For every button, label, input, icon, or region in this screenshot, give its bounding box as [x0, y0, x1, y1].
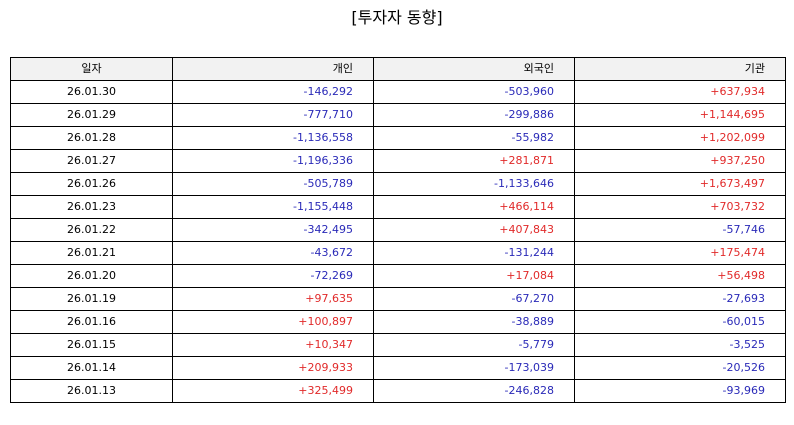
cell-individual: -1,136,558	[172, 126, 374, 150]
page-title: [투자자 동향]	[351, 8, 443, 27]
cell-date: 26.01.30	[10, 80, 173, 104]
cell-foreign: -67,270	[373, 287, 575, 311]
cell-individual: -146,292	[172, 80, 374, 104]
cell-foreign: +281,871	[373, 149, 575, 173]
table-row: 26.01.29 -777,710 -299,886 +1,144,695	[10, 103, 786, 127]
cell-date: 26.01.15	[10, 333, 173, 357]
cell-foreign: -1,133,646	[373, 172, 575, 196]
cell-institution: +175,474	[574, 241, 786, 265]
cell-institution: +1,202,099	[574, 126, 786, 150]
table-row: 26.01.23 -1,155,448 +466,114 +703,732	[10, 195, 786, 219]
cell-foreign: -38,889	[373, 310, 575, 334]
cell-individual: -342,495	[172, 218, 374, 242]
column-header-individual: 개인	[172, 57, 374, 81]
cell-date: 26.01.13	[10, 379, 173, 403]
cell-institution: +637,934	[574, 80, 786, 104]
cell-institution: -60,015	[574, 310, 786, 334]
cell-individual: +97,635	[172, 287, 374, 311]
cell-individual: +325,499	[172, 379, 374, 403]
cell-individual: -505,789	[172, 172, 374, 196]
cell-foreign: -5,779	[373, 333, 575, 357]
cell-date: 26.01.23	[10, 195, 173, 219]
cell-date: 26.01.21	[10, 241, 173, 265]
cell-institution: +1,673,497	[574, 172, 786, 196]
table-row: 26.01.13 +325,499 -246,828 -93,969	[10, 379, 786, 403]
cell-foreign: -131,244	[373, 241, 575, 265]
table-body: 26.01.30 -146,292 -503,960 +637,934 26.01.29…	[10, 80, 786, 403]
cell-individual: -43,672	[172, 241, 374, 265]
cell-foreign: +17,084	[373, 264, 575, 288]
cell-individual: -1,155,448	[172, 195, 374, 219]
cell-date: 26.01.14	[10, 356, 173, 380]
table-row: 26.01.19 +97,635 -67,270 -27,693	[10, 287, 786, 311]
cell-institution: +56,498	[574, 264, 786, 288]
cell-individual: -72,269	[172, 264, 374, 288]
cell-foreign: -299,886	[373, 103, 575, 127]
table-header-row: 일자 개인 외국인 기관	[10, 57, 786, 81]
table-row: 26.01.30 -146,292 -503,960 +637,934	[10, 80, 786, 104]
column-header-foreign: 외국인	[373, 57, 575, 81]
cell-institution: -27,693	[574, 287, 786, 311]
cell-individual: -777,710	[172, 103, 374, 127]
cell-institution: +703,732	[574, 195, 786, 219]
cell-foreign: -246,828	[373, 379, 575, 403]
cell-date: 26.01.16	[10, 310, 173, 334]
cell-date: 26.01.22	[10, 218, 173, 242]
table-row: 26.01.28 -1,136,558 -55,982 +1,202,099	[10, 126, 786, 150]
cell-institution: -57,746	[574, 218, 786, 242]
column-header-institution: 기관	[574, 57, 786, 81]
cell-individual: +100,897	[172, 310, 374, 334]
cell-institution: -20,526	[574, 356, 786, 380]
cell-institution: -93,969	[574, 379, 786, 403]
cell-date: 26.01.20	[10, 264, 173, 288]
table-row: 26.01.27 -1,196,336 +281,871 +937,250	[10, 149, 786, 173]
column-header-date: 일자	[10, 57, 173, 81]
cell-institution: +937,250	[574, 149, 786, 173]
table-row: 26.01.26 -505,789 -1,133,646 +1,673,497	[10, 172, 786, 196]
cell-foreign: -55,982	[373, 126, 575, 150]
cell-date: 26.01.27	[10, 149, 173, 173]
cell-date: 26.01.28	[10, 126, 173, 150]
cell-foreign: -173,039	[373, 356, 575, 380]
cell-foreign: +466,114	[373, 195, 575, 219]
table-row: 26.01.21 -43,672 -131,244 +175,474	[10, 241, 786, 265]
cell-date: 26.01.29	[10, 103, 173, 127]
cell-institution: -3,525	[574, 333, 786, 357]
table-row: 26.01.20 -72,269 +17,084 +56,498	[10, 264, 786, 288]
table-row: 26.01.22 -342,495 +407,843 -57,746	[10, 218, 786, 242]
table-row: 26.01.15 +10,347 -5,779 -3,525	[10, 333, 786, 357]
cell-foreign: +407,843	[373, 218, 575, 242]
cell-individual: +209,933	[172, 356, 374, 380]
cell-date: 26.01.19	[10, 287, 173, 311]
cell-institution: +1,144,695	[574, 103, 786, 127]
table-row: 26.01.16 +100,897 -38,889 -60,015	[10, 310, 786, 334]
cell-date: 26.01.26	[10, 172, 173, 196]
investor-trend-table: 일자 개인 외국인 기관 26.01.30 -146,292 -503,960 +63…	[10, 57, 786, 403]
cell-individual: -1,196,336	[172, 149, 374, 173]
table-row: 26.01.14 +209,933 -173,039 -20,526	[10, 356, 786, 380]
cell-individual: +10,347	[172, 333, 374, 357]
cell-foreign: -503,960	[373, 80, 575, 104]
